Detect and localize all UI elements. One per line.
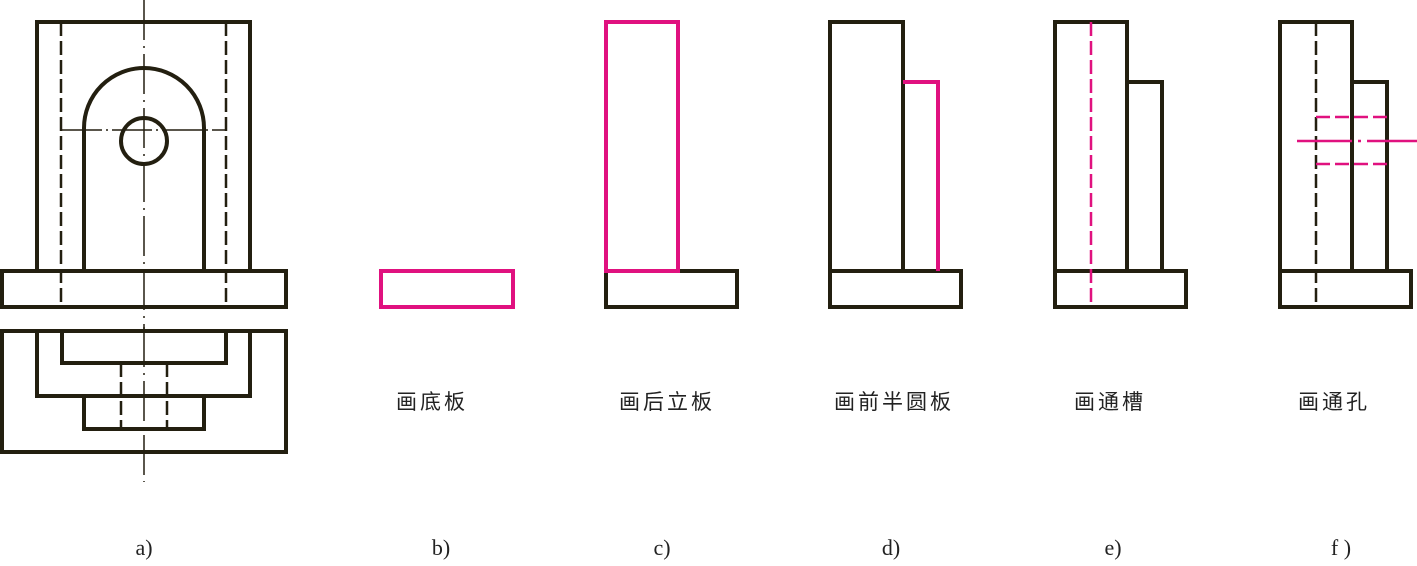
caption-d: 画前半圆板 bbox=[834, 390, 954, 414]
half-round-plate bbox=[1125, 80, 1164, 273]
base-plate bbox=[1278, 269, 1413, 309]
label-b: b) bbox=[431, 535, 451, 560]
base-plate bbox=[1053, 269, 1188, 309]
panel-f bbox=[1278, 20, 1417, 309]
label-d: d) bbox=[881, 535, 901, 560]
half-round-plate-highlight bbox=[903, 80, 940, 271]
panel-a-front-view bbox=[0, 0, 288, 330]
panel-e bbox=[1053, 20, 1188, 309]
half-round-plate bbox=[1350, 80, 1389, 273]
caption-f: 画通孔 bbox=[1298, 390, 1370, 414]
caption-c: 画后立板 bbox=[619, 390, 715, 414]
panel-c bbox=[604, 20, 739, 309]
label-e: e) bbox=[1104, 535, 1122, 560]
label-a: a) bbox=[135, 535, 153, 560]
panel-a-top-view bbox=[0, 327, 288, 482]
panel-d bbox=[828, 20, 963, 309]
label-f: f ) bbox=[1330, 535, 1352, 560]
caption-b: 画底板 bbox=[396, 390, 468, 414]
label-c: c) bbox=[653, 535, 671, 560]
base-plate bbox=[828, 269, 963, 309]
base-plate bbox=[604, 269, 739, 309]
caption-e: 画通槽 bbox=[1074, 390, 1146, 414]
back-plate bbox=[828, 20, 905, 273]
back-plate-highlight bbox=[604, 20, 680, 273]
panel-b-base-plate bbox=[379, 269, 515, 309]
